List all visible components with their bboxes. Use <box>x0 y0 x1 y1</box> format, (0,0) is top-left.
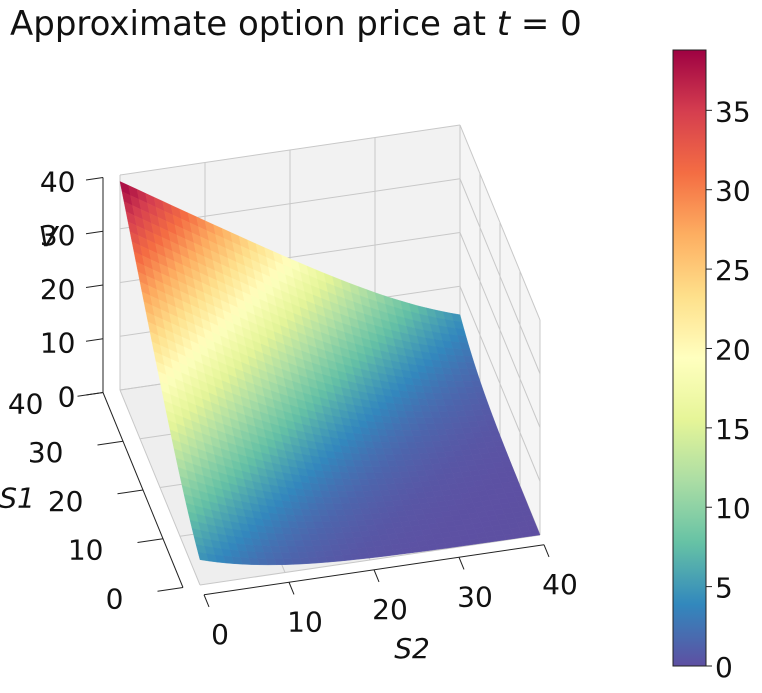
surface-patch <box>481 408 493 416</box>
grid-line <box>459 232 541 428</box>
y-tick-label: 10 <box>68 534 104 567</box>
z-tick <box>85 230 104 235</box>
colorbar-tick-label: 15 <box>715 413 751 446</box>
x-tick <box>288 582 295 595</box>
x-tick-label: 30 <box>457 580 493 613</box>
x-tick <box>373 569 380 583</box>
x-tick-label: 20 <box>372 593 408 626</box>
y-tick <box>97 440 124 446</box>
colorbar-bar <box>672 49 707 667</box>
z-tick-label: 30 <box>40 219 76 252</box>
x-tick-label: 0 <box>211 618 229 651</box>
x-tick <box>203 594 210 608</box>
y-tick-label: 20 <box>48 485 84 518</box>
z-tick-label: 0 <box>58 380 76 413</box>
colorbar-tick-label: 25 <box>715 254 751 287</box>
surface-patch <box>477 397 489 405</box>
colorbar-tick-label: 20 <box>715 333 751 366</box>
surface-patch <box>529 529 541 537</box>
x-tick <box>543 544 550 558</box>
z-tick <box>85 284 104 288</box>
z-tick <box>85 177 104 181</box>
surface-patch <box>483 414 495 421</box>
colorbar-tick-label: 30 <box>715 175 751 208</box>
y-tick-label: 40 <box>8 387 44 420</box>
z-tick <box>85 338 104 342</box>
y-tick <box>157 587 184 592</box>
x-tick-label: 10 <box>287 605 323 638</box>
surface-patch <box>485 419 497 427</box>
x-tick-label: 40 <box>542 568 578 601</box>
surface-patch <box>475 392 487 399</box>
y-axis-label: S1 <box>0 481 35 514</box>
y-tick <box>137 538 164 543</box>
grid-line <box>119 124 461 176</box>
y-tick <box>117 489 144 495</box>
grid-line <box>459 124 541 321</box>
z-axis-label: V <box>38 220 59 253</box>
colorbar-tick-label: 5 <box>715 572 733 605</box>
surface-patch <box>469 374 481 382</box>
y-tick-label: 30 <box>28 436 64 469</box>
colorbar-tick-label: 10 <box>715 492 751 525</box>
x-axis-label: S2 <box>394 632 430 665</box>
surface-patch <box>467 368 479 376</box>
grid-line <box>459 178 541 374</box>
surface-patch <box>465 362 477 370</box>
chart-title: Approximate option price at t = 0 <box>10 4 582 44</box>
x-tick <box>458 557 465 570</box>
z-tick-label: 40 <box>40 165 76 198</box>
surface-patch <box>463 355 475 363</box>
z-tick <box>85 392 104 396</box>
surface-patch <box>479 403 491 410</box>
colorbar-tick-label: 35 <box>715 95 751 128</box>
surface-patch <box>471 380 483 388</box>
colorbar-tick-label: 0 <box>715 651 733 684</box>
y-tick-label: 0 <box>106 582 124 615</box>
z-tick-label: 20 <box>40 273 76 306</box>
surface-patch <box>473 386 485 394</box>
z-tick-label: 10 <box>40 327 76 360</box>
